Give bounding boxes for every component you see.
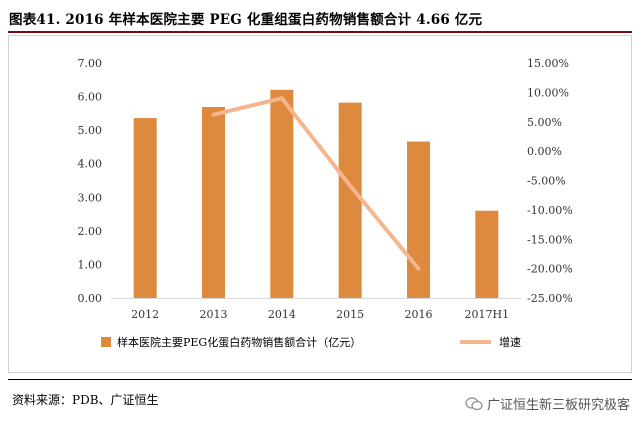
bar-2016 [407,141,430,298]
y-right-tick-label: 10.00% [527,86,569,99]
y-right-tick-label: -15.00% [527,233,573,246]
growth-point-2015 [348,184,352,188]
x-tick-label: 2013 [200,308,228,321]
chart-frame: 0.00 1.00 2.00 3.00 4.00 5.00 6.00 7.00 -25.00% -… [8,35,632,373]
y-left-tick-label: 3.00 [78,191,103,204]
y-right-tick-label: -10.00% [527,204,573,217]
wechat-icon [465,396,483,410]
y-left-tick-label: 7.00 [78,57,103,70]
legend-label-bar: 样本医院主要PEG化蛋白药物销售额合计（亿元） [117,335,361,349]
growth-line [211,96,421,271]
y-left-tick-label: 2.00 [78,225,103,238]
combo-chart: 0.00 1.00 2.00 3.00 4.00 5.00 6.00 7.00 -25.00% -… [78,57,573,349]
source-divider [8,379,632,380]
bar-2017H1 [475,210,499,298]
y-right-tick-label: -20.00% [527,263,573,276]
watermark: 广证恒生新三板研究极客 [465,394,630,413]
legend-swatch-bar [101,337,111,347]
bar-2012 [133,118,157,298]
y-left-tick-label: 0.00 [78,292,103,305]
x-tick-label: 2016 [405,308,433,321]
y-left-tick-label: 5.00 [78,124,103,137]
y-right-tick-label: 0.00% [527,145,562,158]
watermark-text: 广证恒生新三板研究极客 [486,398,630,413]
title-divider [8,31,632,33]
x-tick-label: 2017H1 [465,308,510,321]
source-note: 资料来源：PDB、广证恒生 [12,393,159,407]
x-tick-label: 2014 [268,308,296,321]
y-right-tick-label: -5.00% [527,175,566,188]
figure-title: 图表41. 2016 年样本医院主要 PEG 化重组蛋白药物销售额合计 4.66… [9,12,483,28]
growth-point-2013 [212,113,215,117]
bar-2013 [202,106,225,298]
bar-2014 [270,89,294,298]
bar-2015 [338,102,362,298]
growth-point-2016 [417,267,420,271]
y-left-tick-label: 4.00 [78,158,103,171]
y-right-tick-label: 5.00% [527,116,562,129]
y-right-tick-label: -25.00% [527,292,573,305]
growth-point-2014 [280,96,284,100]
x-tick-label: 2012 [131,308,159,321]
x-tick-label: 2015 [336,308,364,321]
y-right-tick-label: 15.00% [527,57,569,70]
y-left-tick-label: 1.00 [78,258,103,271]
legend-label-line: 增速 [499,335,521,349]
y-left-tick-label: 6.00 [78,91,103,104]
